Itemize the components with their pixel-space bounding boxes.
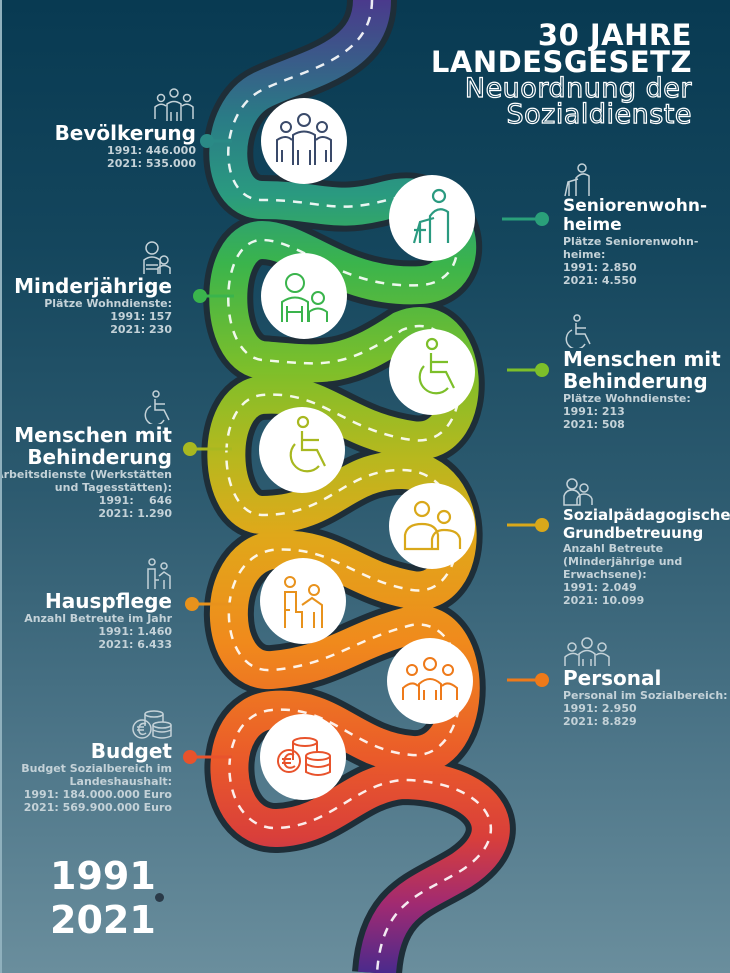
family-group-icon [276, 113, 332, 165]
subtitle-line-1: Neuordnung der [464, 73, 692, 104]
stat-seniorenwohnheime: Seniorenwohn-heime Plätze Seniorenwohn- … [563, 163, 730, 287]
euro-coins-icon [132, 710, 172, 739]
stat-line: 1991: 2.950 [563, 702, 637, 715]
two-persons-icon [403, 500, 462, 551]
stat-line: Plätze Wohndienste: [563, 392, 691, 405]
stat-title: Bevölkerung [54, 121, 196, 145]
two-persons-icon [563, 478, 593, 506]
stat-title: Minderjährige [14, 274, 172, 298]
wheelchair-icon [565, 314, 591, 348]
stat-line: 2021: 535.000 [107, 157, 196, 170]
stat-line: 2021: 569.900.000 Euro [23, 801, 172, 814]
stat-line: Anzahl Betreute [563, 542, 664, 555]
stat-line: 2021: 8.829 [563, 715, 637, 728]
stat-budget: Budget Budget Sozialbereich im Landeshau… [2, 710, 172, 814]
year-range: 1991 2021 [50, 854, 156, 942]
stat-line: Erwachsene): [563, 568, 647, 581]
subtitle-line-2: Sozialdienste [506, 99, 692, 130]
stat-line: Plätze Wohndienste: [44, 297, 172, 310]
stat-line: 2021: 230 [110, 323, 172, 336]
stat-title: Seniorenwohn-heime [563, 196, 708, 235]
euro-coins-icon [277, 737, 331, 776]
year-end: 2021 [50, 898, 156, 942]
stat-title: Menschen mit Behinderung [563, 347, 721, 393]
decorative-dot [155, 893, 164, 902]
stat-menschen-mit-behinderung-wohndienste: Menschen mit Behinderung Plätze Wohndiens… [563, 314, 730, 431]
stat-line: 2021: 508 [563, 418, 625, 431]
stat-line: 1991: 646 [98, 494, 172, 507]
stat-line: und Tagesstätten): [54, 481, 172, 494]
staff-group-icon [402, 657, 458, 700]
stat-line: 2021: 1.290 [98, 507, 172, 520]
stat-sozialpaedagogische-grundbetreuung: Sozialpädagogische Grundbetreuung Anzahl … [563, 478, 730, 607]
stat-line: 1991: 446.000 [107, 144, 196, 157]
stat-line: Anzahl Betreute im Jahr [24, 612, 172, 625]
home-care-icon [284, 576, 323, 628]
stat-title: Menschen mit Behinderung [14, 423, 172, 469]
page-title: 30 JAHRE LANDESGESETZ Neuordnung der Soz… [430, 18, 692, 130]
stat-menschen-mit-behinderung-arbeitsdienste: Menschen mit Behinderung Arbeitsdienste (… [0, 390, 172, 520]
stat-line: 1991: 2.850 [563, 261, 637, 274]
stat-line: Plätze Seniorenwohn- [563, 235, 699, 248]
wheelchair-icon [289, 415, 326, 473]
parent-child-icon [281, 273, 328, 322]
stat-hauspflege: Hauspflege Anzahl Betreute im Jahr 1991:… [2, 558, 172, 651]
stat-line: (Minderjährige und [563, 555, 683, 568]
wheelchair-icon [418, 337, 455, 395]
senior-walker-icon [412, 188, 450, 244]
stat-title: Personal [563, 666, 662, 690]
wheelchair-icon [144, 390, 170, 424]
family-group-icon [154, 88, 194, 121]
stat-line: 2021: 10.099 [563, 594, 645, 607]
title-line-1: 30 JAHRE [537, 18, 692, 52]
stat-personal: Personal Personal im Sozialbereich: 1991… [563, 637, 730, 728]
stat-line: 2021: 6.433 [98, 638, 172, 651]
stat-line: 1991: 157 [110, 310, 172, 323]
parent-child-icon [143, 241, 171, 274]
stat-minderjaehrige: Minderjährige Plätze Wohndienste: 1991: … [2, 241, 172, 336]
stat-line: 1991: 1.460 [98, 625, 172, 638]
stat-line: 1991: 184.000.000 Euro [23, 788, 172, 801]
title-line-2: LANDESGESETZ [430, 45, 692, 79]
stat-line: Landeshaushalt: [69, 775, 172, 788]
stat-title: Hauspflege [45, 589, 172, 613]
senior-walker-icon [564, 163, 590, 197]
stat-bevoelkerung: Bevölkerung 1991: 446.000 2021: 535.000 [6, 88, 196, 170]
year-start: 1991 [50, 854, 156, 898]
staff-group-icon [564, 637, 610, 666]
stat-line: Arbeitsdienste (Werkstätten [0, 468, 172, 481]
home-care-icon [147, 558, 171, 589]
stat-line: Personal im Sozialbereich: [563, 689, 728, 702]
stat-line: 1991: 2.049 [563, 581, 637, 594]
stat-line: Budget Sozialbereich im [21, 762, 172, 775]
stat-line: 1991: 213 [563, 405, 625, 418]
stat-line: heime: [563, 248, 606, 261]
stat-title: Budget [90, 739, 172, 763]
stat-title: Sozialpädagogische Grundbetreuung [563, 506, 730, 542]
stat-line: 2021: 4.550 [563, 274, 637, 287]
